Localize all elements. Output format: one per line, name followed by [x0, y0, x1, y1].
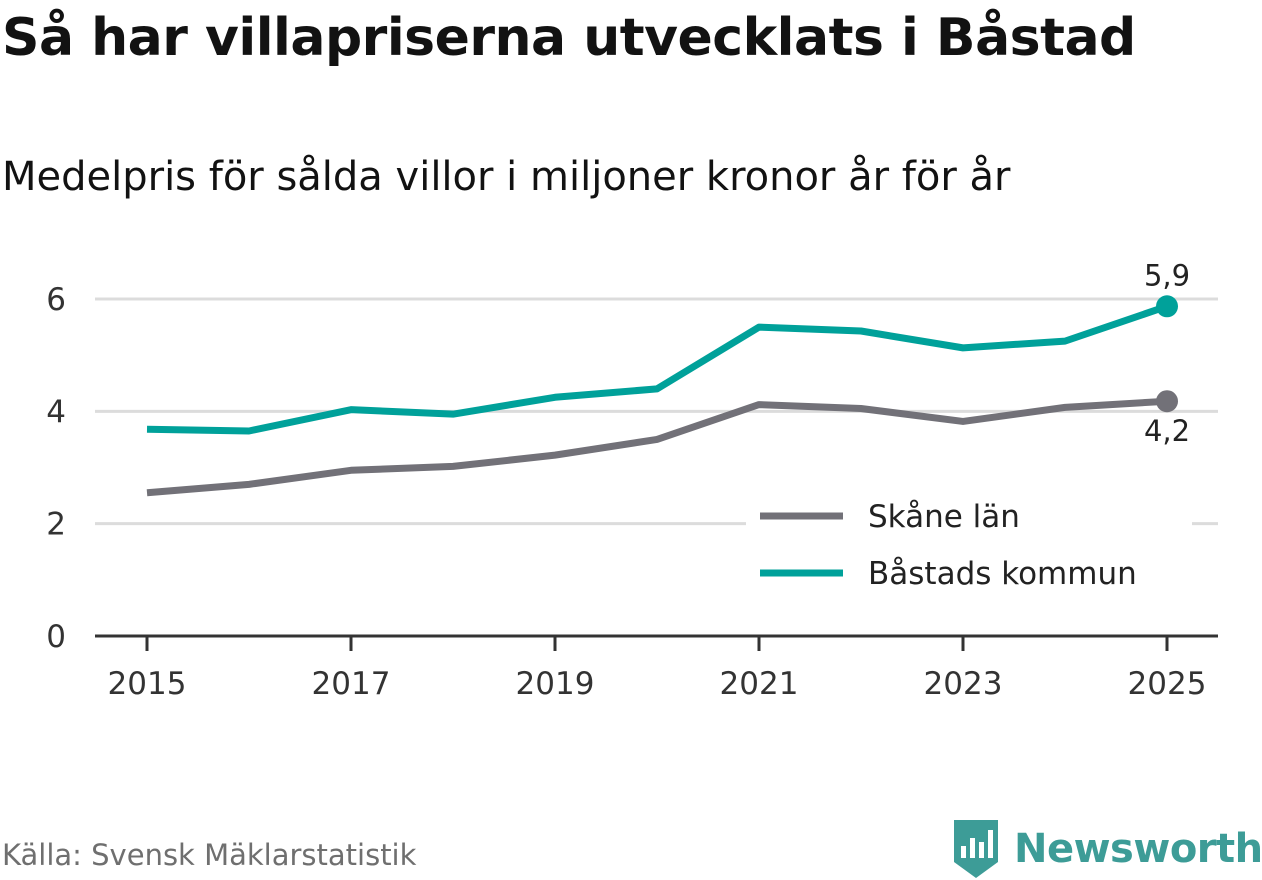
- series-line-0: [146, 397, 1168, 497]
- x-tick-label: 2019: [516, 666, 595, 702]
- legend: Skåne län Båstads kommun: [746, 488, 1192, 603]
- end-value-label: 4,2: [1144, 414, 1190, 448]
- legend-label: Båstads kommun: [868, 556, 1137, 592]
- x-tick-label: 2023: [924, 666, 1003, 702]
- y-axis-labels: 0 2 4 6: [46, 282, 66, 655]
- legend-background: [746, 488, 1192, 603]
- y-tick-label: 6: [46, 282, 66, 318]
- y-tick-label: 4: [46, 394, 66, 430]
- chart-title: Så har villapriserna utvecklats i Båstad: [2, 8, 1136, 68]
- x-tick-label: 2025: [1128, 666, 1207, 702]
- x-tick-label: 2015: [108, 666, 187, 702]
- chart-subtitle: Medelpris för sålda villor i miljoner kr…: [2, 154, 1011, 200]
- series-lines: 4,2 5,9: [146, 258, 1190, 497]
- end-point-marker: [1156, 295, 1178, 318]
- brand-logo: Newsworthy: [950, 818, 1262, 880]
- newsworthy-logo-icon: [954, 820, 998, 878]
- series-line-1: [146, 302, 1169, 435]
- end-point-marker: [1156, 390, 1178, 413]
- source-note: Källa: Svensk Mäklarstatistik: [2, 838, 417, 872]
- x-axis: 2015 2017 2019 2021 2023 2025: [95, 634, 1218, 702]
- legend-label: Skåne län: [868, 499, 1020, 535]
- x-tick-label: 2017: [312, 666, 391, 702]
- y-tick-label: 0: [46, 619, 66, 655]
- end-value-label: 5,9: [1144, 258, 1190, 292]
- brand-name: Newsworthy: [1014, 826, 1262, 872]
- x-tick-label: 2021: [720, 666, 799, 702]
- y-tick-label: 2: [46, 507, 66, 543]
